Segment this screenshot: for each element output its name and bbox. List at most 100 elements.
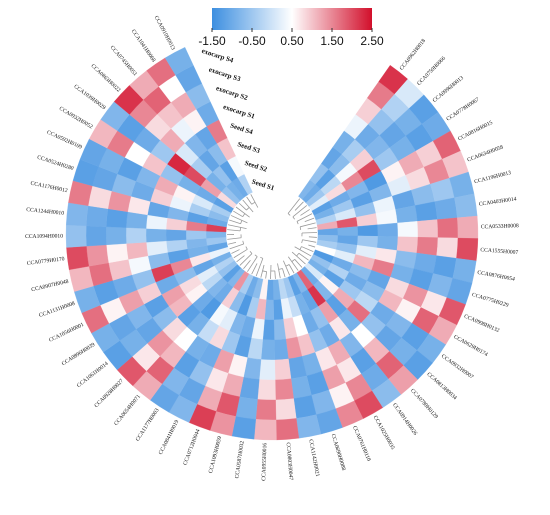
- gene-label: CCA0745H0051: [109, 45, 138, 78]
- row-label: exocarp S4: [201, 47, 235, 65]
- dendro-branch: [301, 246, 314, 253]
- dendro-branch: [283, 260, 291, 276]
- dendro-branch: [229, 243, 244, 250]
- heat-cell: [260, 339, 275, 361]
- dendro-link: [292, 216, 295, 220]
- gene-label: CCA0813H0034: [425, 371, 457, 401]
- gene-label: CCA1244H0010: [26, 207, 65, 217]
- dendro-branch: [292, 205, 308, 218]
- heat-cell: [259, 359, 276, 381]
- heat-cell: [396, 236, 419, 254]
- gene-label: CCA0910H0013: [153, 15, 176, 51]
- dendro-branch: [294, 259, 303, 268]
- row-label: Seed S2: [244, 159, 269, 174]
- dendro-link: [240, 220, 243, 224]
- heat-cell: [106, 243, 129, 263]
- heat-cell: [106, 208, 128, 228]
- heat-cell: [436, 237, 459, 259]
- dendro-branch: [287, 198, 301, 214]
- dendro-link: [249, 251, 253, 254]
- heat-cell: [275, 398, 297, 421]
- heat-cell: [416, 237, 439, 256]
- dendro-branch: [265, 271, 268, 279]
- gene-label: CCA1176H0012: [30, 181, 68, 195]
- color-tick-label: -0.50: [238, 34, 266, 48]
- dendro-branch: [294, 246, 312, 257]
- dendro-link: [254, 254, 258, 257]
- gene-label: CCA0996H0013: [432, 75, 465, 104]
- dendro-branch: [291, 251, 306, 265]
- heat-cell: [454, 193, 478, 218]
- dendro-link: [299, 226, 302, 230]
- gene-label: CCA1056H0001: [48, 322, 85, 344]
- dendro-branch: [251, 263, 258, 275]
- heat-cell: [274, 338, 289, 361]
- dendro-branch: [260, 264, 265, 278]
- dendro-branch: [304, 217, 315, 223]
- dendro-branch: [287, 256, 299, 271]
- dendro-branch: [246, 196, 253, 205]
- dendro-branch: [300, 209, 310, 216]
- heat-cell: [262, 319, 275, 341]
- dendro-branch: [247, 256, 258, 272]
- gene-label: CCA0914H0026: [391, 402, 418, 436]
- dendro-link: [242, 240, 245, 245]
- color-bar: [212, 8, 372, 30]
- heat-cell: [434, 197, 458, 220]
- gene-label: CCA0803H0047: [285, 442, 294, 480]
- heat-cell: [417, 219, 439, 238]
- gene-label: CCA1041H0068: [130, 29, 156, 64]
- row-label: Seed S4: [229, 122, 254, 137]
- dendro-branch: [233, 248, 248, 259]
- heat-cell: [66, 246, 89, 270]
- heat-cell: [456, 237, 479, 262]
- dendro-link: [301, 239, 303, 244]
- dendro-link: [239, 227, 242, 231]
- dendro-branch: [228, 242, 237, 245]
- gene-label: CCA0533H0008: [481, 223, 519, 230]
- dendro-link: [262, 270, 267, 273]
- dendro-link: [278, 268, 283, 270]
- gene-label: CCA1196H0013: [474, 170, 512, 185]
- gene-label: CCA0998H0132: [463, 314, 500, 334]
- dendro-branch: [229, 219, 241, 225]
- dendro-link: [285, 264, 290, 267]
- gene-label: CCA0629H0174: [453, 334, 489, 358]
- dendro-branch: [242, 199, 254, 213]
- heat-cell: [337, 226, 359, 237]
- gene-label: CCA0955H0016: [261, 443, 268, 481]
- color-tick-label: -1.50: [198, 34, 226, 48]
- heat-cell: [257, 379, 276, 401]
- gene-label: CCA1555H0007: [480, 247, 518, 256]
- dendro-branch: [308, 244, 316, 248]
- dendro-branch: [227, 229, 241, 232]
- gene-label: CCA0907H0048: [31, 279, 69, 293]
- gene-label: CCA0690H0088: [330, 433, 347, 471]
- heat-cell: [165, 229, 187, 242]
- gene-label: CCA0962H0018: [399, 38, 427, 72]
- dendro-branch: [302, 239, 317, 243]
- gene-label: CCA1039H0029: [73, 84, 107, 112]
- heat-cell: [275, 378, 294, 401]
- gene-label: CCA0403H0014: [479, 196, 518, 207]
- dendro-link: [296, 252, 300, 257]
- gene-label: CCA0841H0019: [158, 419, 181, 456]
- dendro-branch: [233, 210, 243, 218]
- dendro-link: [291, 259, 295, 262]
- heat-cell: [164, 47, 194, 76]
- dendrogram: [226, 194, 317, 279]
- gene-label: CCA1061H0014: [76, 361, 110, 389]
- dendro-branch: [243, 260, 251, 270]
- gene-label: CCA0778H0067: [446, 97, 481, 123]
- dendro-link: [260, 256, 263, 259]
- gene-label: CCA0634H0058: [467, 144, 505, 163]
- dendro-branch: [307, 227, 317, 230]
- heat-cell: [255, 399, 277, 421]
- row-label: exocarp S2: [215, 84, 249, 102]
- row-label: exocarp S3: [208, 66, 242, 84]
- gene-label: CCA0775H0229: [471, 292, 509, 309]
- heat-cell: [85, 225, 107, 247]
- dendro-link: [242, 213, 246, 217]
- dendro-branch: [294, 201, 304, 211]
